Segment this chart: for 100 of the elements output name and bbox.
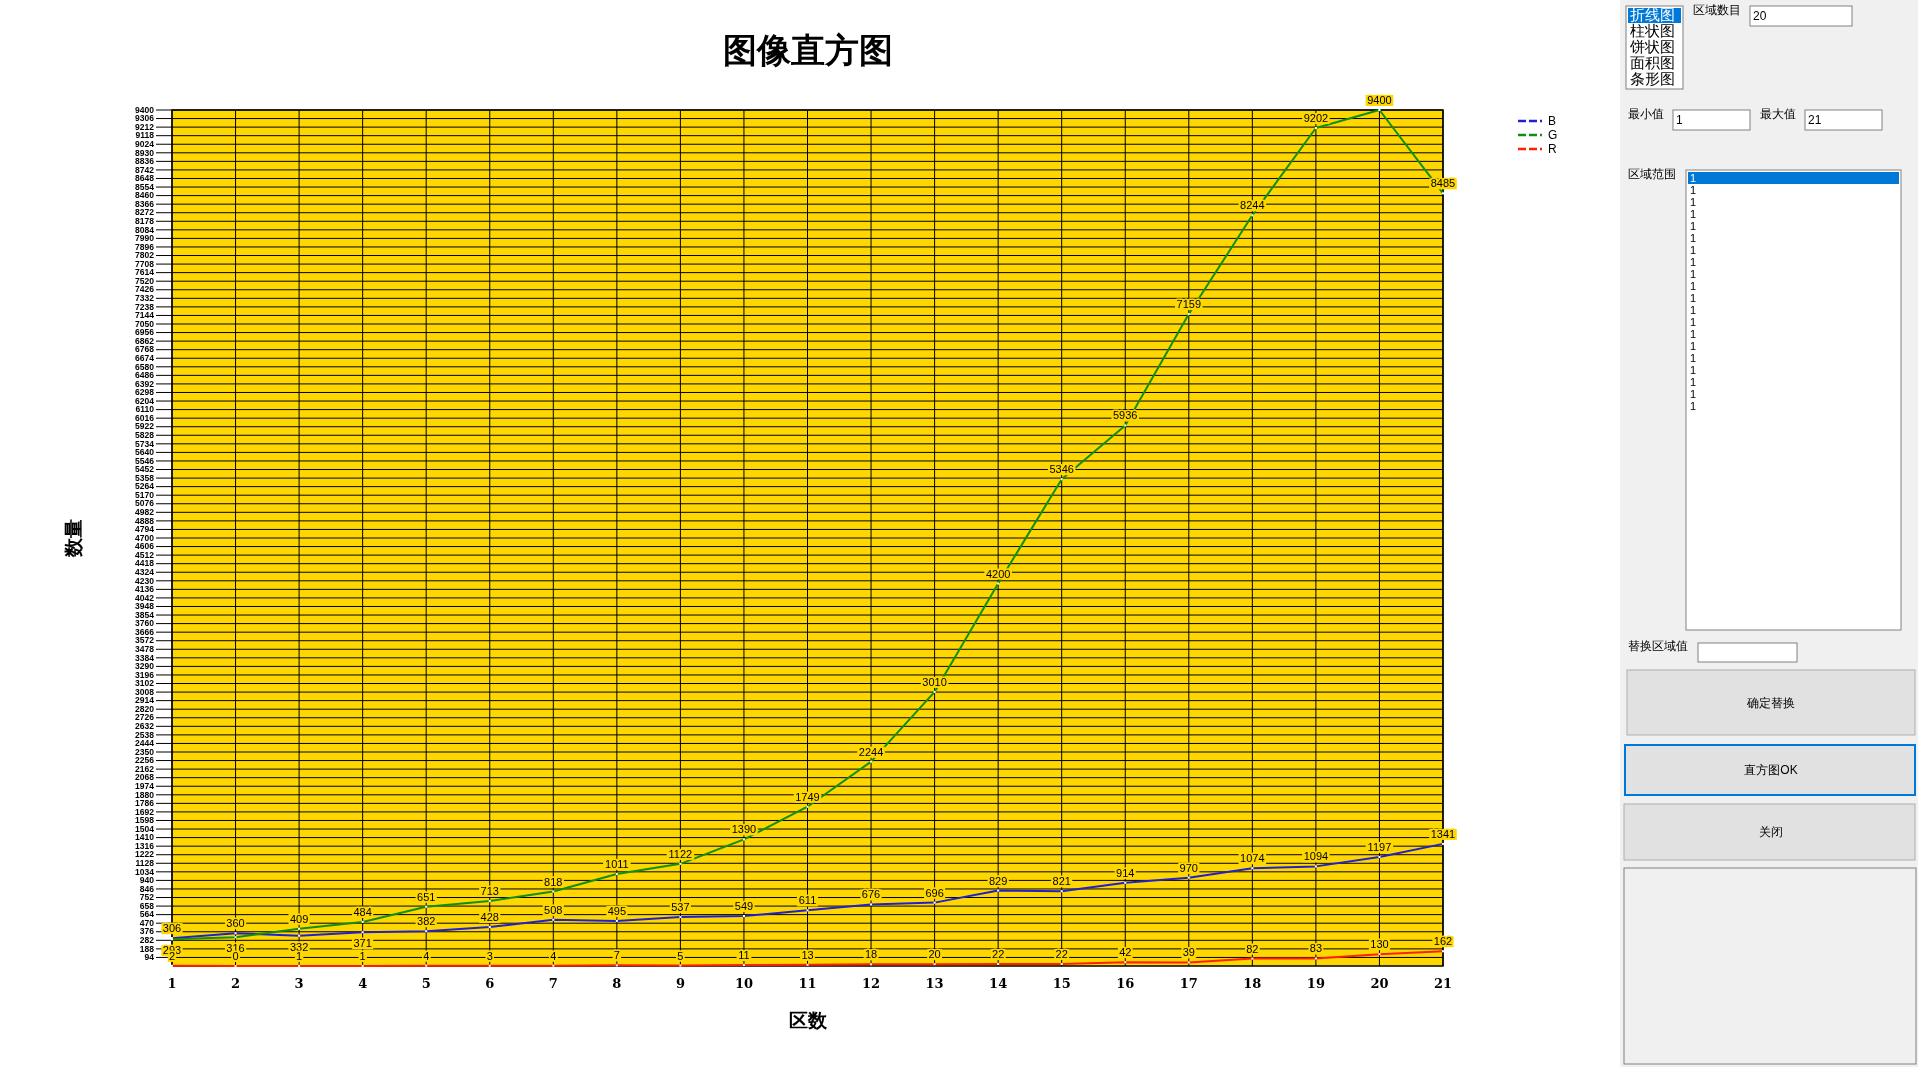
data-label: 818 — [544, 875, 563, 888]
y-tick-label: 282 — [139, 935, 155, 946]
data-label: 7 — [613, 949, 620, 962]
text: 关闭 — [1759, 825, 1783, 839]
text: 最大值 — [1760, 107, 1796, 121]
data-label: 9400 — [1367, 94, 1392, 106]
data-label: 0 — [232, 950, 239, 962]
y-tick-label: 188 — [139, 943, 155, 954]
y-tick-label: 5734 — [135, 438, 155, 449]
y-tick-label: 4230 — [135, 575, 155, 586]
y-tick-label: 8554 — [135, 181, 155, 192]
data-label: 13 — [801, 948, 814, 961]
data-label: 18 — [864, 948, 878, 961]
data-label: 5936 — [1113, 409, 1138, 422]
range-list: 1 1 1 1 1 1 1 1 1 1 1 1 1 1 1 1 1 1 1 1 — [1685, 169, 1902, 631]
text: 1 — [1676, 113, 1683, 127]
y-tick-label: 658 — [139, 900, 155, 911]
data-label: 7159 — [1176, 298, 1202, 311]
y-tick-label: 9400 — [135, 104, 155, 115]
y-tick-label: 4794 — [135, 524, 155, 535]
data-label: 20 — [928, 948, 941, 961]
x-tick-label: 19 — [1306, 976, 1325, 991]
y-tick-label: 4324 — [135, 566, 155, 577]
y-tick-label: 752 — [139, 892, 155, 903]
x-tick-label: 9 — [675, 976, 685, 991]
y-tick-label: 1880 — [135, 789, 155, 800]
data-label: 371 — [353, 937, 372, 950]
y-tick-label: 2914 — [135, 695, 155, 706]
y-tick-label: 6956 — [135, 327, 155, 338]
y-tick-label: 7708 — [135, 258, 155, 269]
data-label: 611 — [798, 894, 817, 907]
data-label: 83 — [1309, 942, 1323, 955]
y-tick-label: 8178 — [135, 216, 155, 226]
data-label: 914 — [1116, 866, 1135, 879]
y-tick-label: 3102 — [135, 678, 155, 689]
y-tick-label: 2162 — [135, 763, 155, 774]
data-label: 306 — [162, 922, 182, 935]
data-label: 4 — [550, 949, 557, 962]
data-label: 713 — [480, 885, 499, 898]
x-tick-label: 17 — [1179, 976, 1198, 991]
text: 区域数目 — [1693, 3, 1741, 17]
y-tick-label: 3478 — [135, 644, 155, 654]
y-tick-label: 7520 — [135, 275, 155, 286]
y-tick-label: 8272 — [135, 207, 155, 218]
x-tick-label: 12 — [862, 976, 881, 991]
y-tick-label: 3008 — [135, 686, 155, 697]
x-tick-label: 15 — [1052, 976, 1071, 991]
data-label: 332 — [289, 940, 309, 953]
data-label: 549 — [734, 900, 754, 913]
data-label: 82 — [1246, 942, 1259, 955]
y-tick-label: 9212 — [135, 121, 155, 132]
data-label: 1094 — [1303, 850, 1329, 863]
data-label: 1341 — [1430, 827, 1456, 840]
data-label: 537 — [671, 901, 690, 914]
y-tick-label: 7426 — [135, 284, 155, 295]
y-tick-label: 7990 — [135, 233, 155, 244]
y-tick-label: 6862 — [135, 335, 155, 346]
data-label: 1197 — [1367, 841, 1392, 853]
data-label: 5346 — [1049, 463, 1074, 476]
x-tick-label: 10 — [734, 976, 753, 991]
y-tick-label: 1034 — [135, 866, 155, 877]
x-tick-label: 13 — [925, 976, 944, 991]
data-label: 3010 — [922, 675, 947, 688]
y-tick-label: 4418 — [135, 558, 155, 569]
y-tick-label: 2632 — [135, 721, 155, 732]
x-tick-label: 2 — [231, 976, 241, 991]
data-label: 8485 — [1430, 177, 1456, 190]
y-tick-label: 9306 — [135, 113, 155, 124]
data-label: 39 — [1182, 946, 1195, 959]
y-tick-label: 6298 — [135, 387, 155, 398]
y-axis-title: 数量 — [62, 519, 84, 558]
y-tick-label: 1692 — [135, 806, 155, 817]
y-tick-label: 6016 — [135, 412, 155, 423]
y-tick-label: 8930 — [135, 147, 155, 158]
data-label: 651 — [417, 890, 436, 903]
y-tick-label: 7896 — [135, 241, 155, 252]
y-tick-label: 4888 — [135, 515, 155, 526]
y-tick-label: 2820 — [135, 703, 155, 714]
y-tick-label: 2068 — [135, 772, 155, 783]
x-tick-label: 16 — [1116, 976, 1135, 991]
y-tick-label: 1410 — [135, 832, 155, 843]
y-tick-label: 7614 — [135, 267, 155, 278]
y-tick-label: 7050 — [135, 318, 155, 329]
legend-label: B — [1548, 114, 1557, 129]
x-tick-label: 11 — [798, 976, 817, 991]
y-tick-label: 94 — [144, 952, 155, 963]
text: 区域范围 — [1628, 167, 1676, 181]
y-tick-label: 9118 — [135, 130, 155, 141]
y-tick-label: 2256 — [135, 755, 155, 766]
x-tick-label: 18 — [1243, 976, 1262, 991]
y-tick-label: 5170 — [135, 489, 155, 500]
y-tick-label: 564 — [139, 909, 155, 920]
y-tick-label: 1128 — [135, 858, 155, 868]
x-tick-label: 21 — [1433, 976, 1453, 991]
y-tick-label: 1316 — [135, 840, 155, 851]
text: 21 — [1808, 113, 1822, 127]
data-label: 5 — [677, 949, 684, 962]
text: 替换区域值 — [1628, 639, 1688, 653]
y-tick-label: 4700 — [135, 532, 155, 543]
y-tick-label: 2726 — [135, 712, 155, 723]
